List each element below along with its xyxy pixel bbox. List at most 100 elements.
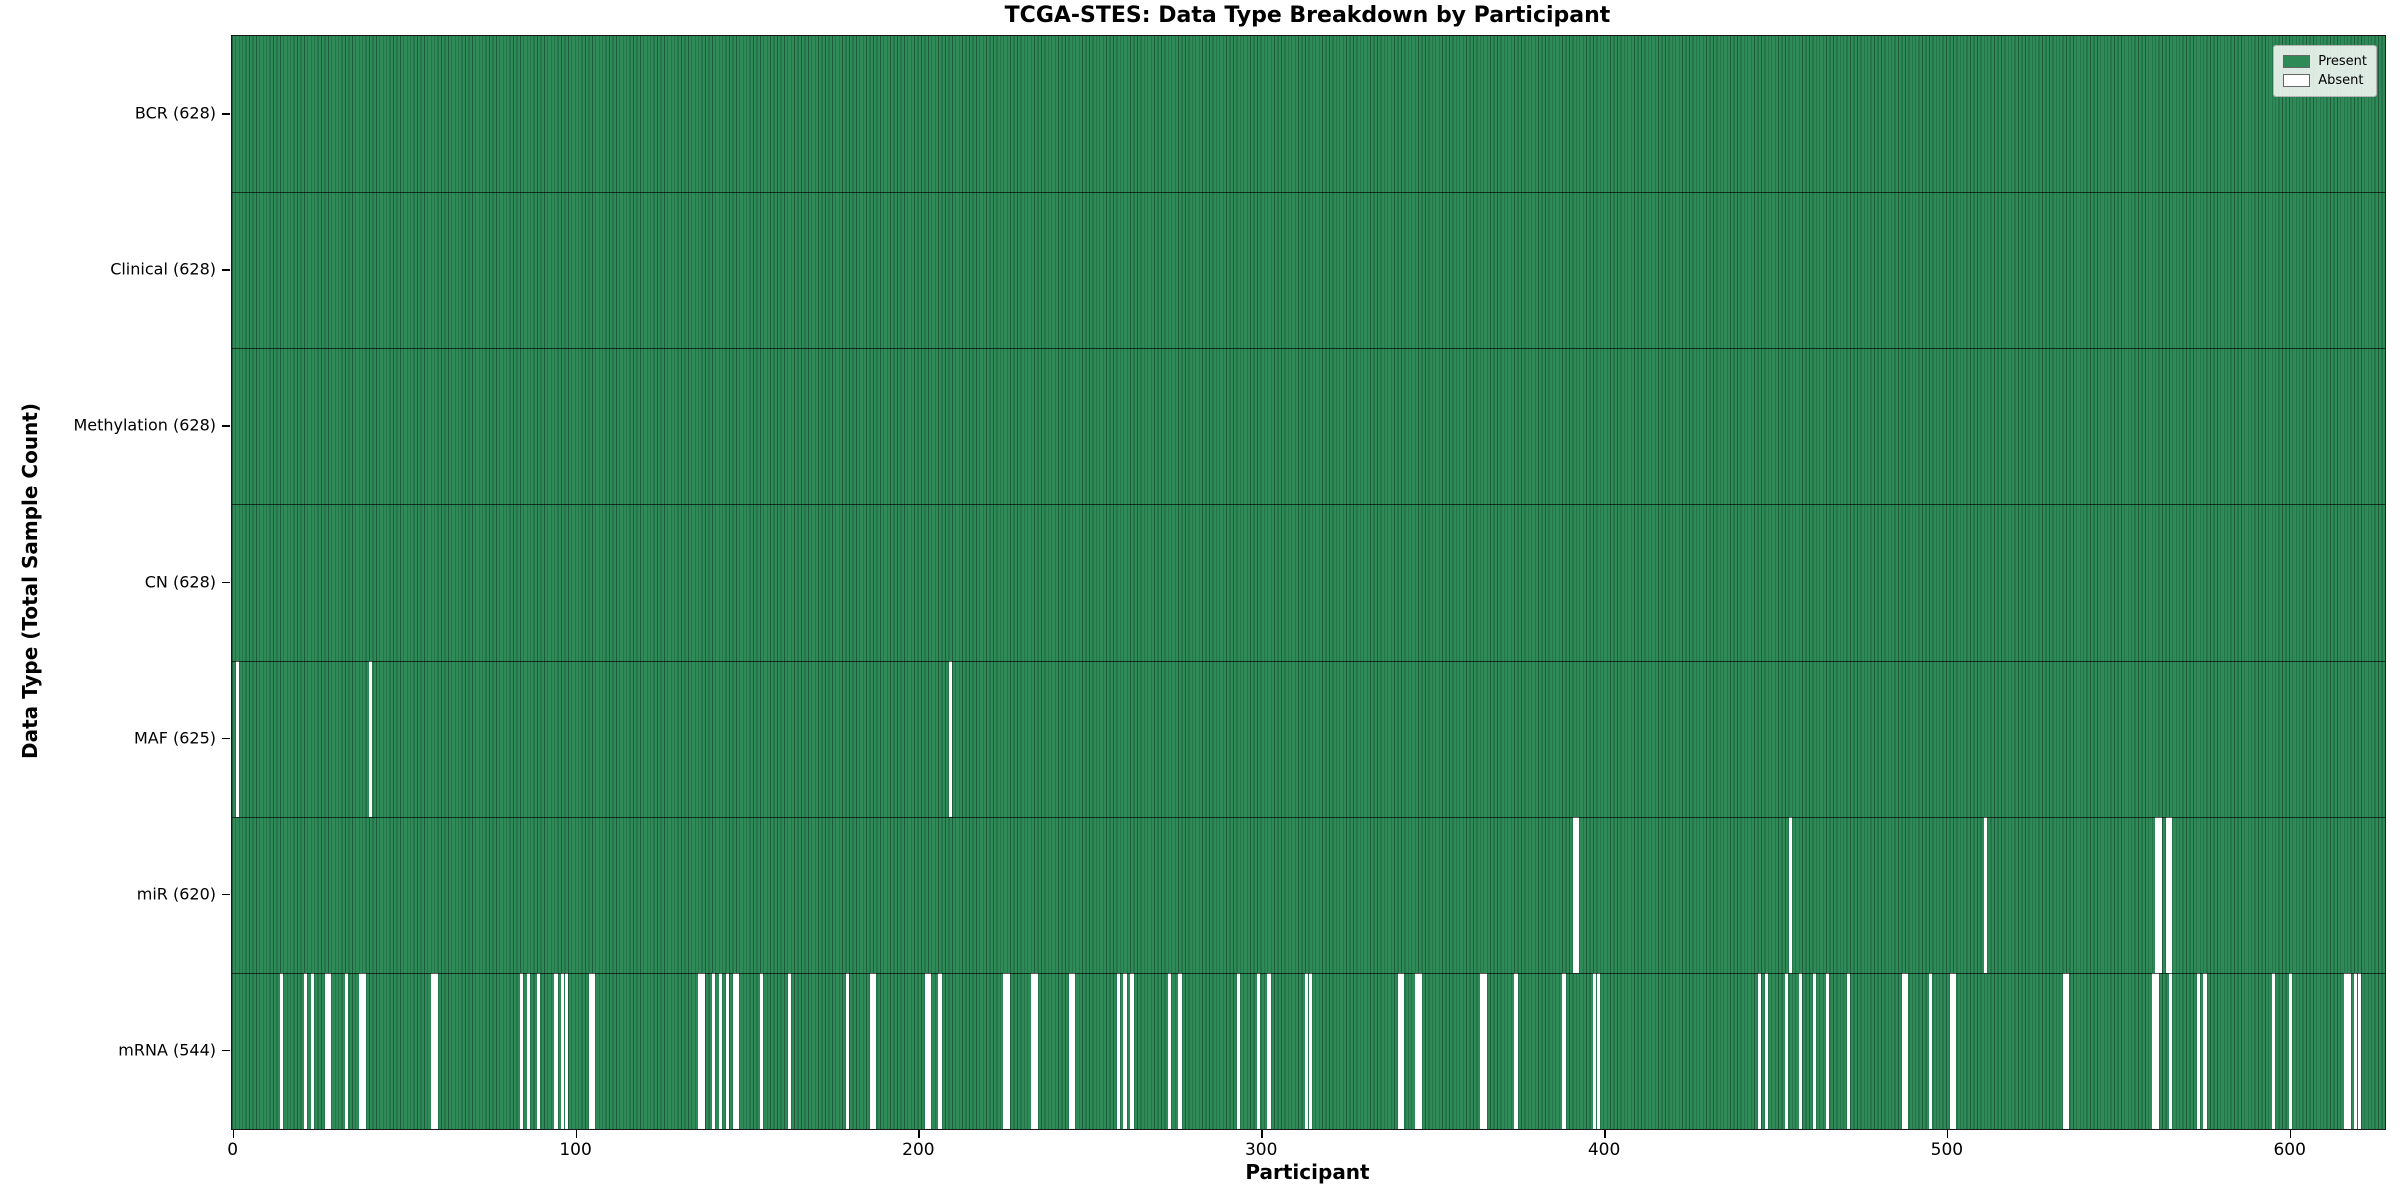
absent-gap — [1003, 972, 1007, 1129]
absent-gap — [2357, 972, 2361, 1129]
absent-gap — [1414, 972, 1419, 1129]
legend-swatch-present — [2283, 55, 2311, 68]
absent-gap — [2165, 816, 2169, 973]
plot-area: Present Absent — [231, 35, 2386, 1130]
x-tick-label: 200 — [902, 1140, 935, 1160]
absent-gap — [1576, 816, 1580, 973]
row-separator — [232, 348, 2385, 350]
absent-gap — [1953, 972, 1957, 1129]
absent-gap — [1257, 972, 1261, 1129]
absent-gap — [2169, 972, 2173, 1129]
absent-gap — [362, 972, 366, 1129]
chart-title: TCGA-STES: Data Type Breakdown by Partic… — [1004, 3, 1611, 28]
legend-entry-absent: Absent — [2283, 72, 2367, 89]
row-maf — [232, 660, 2385, 817]
absent-gap — [1572, 816, 1576, 973]
row-separator — [232, 504, 2385, 506]
absent-gap — [718, 972, 723, 1129]
absent-gap — [434, 972, 438, 1129]
absent-gap — [1123, 972, 1127, 1129]
absent-gap — [2354, 972, 2358, 1129]
absent-gap — [1757, 972, 1761, 1129]
x-tick-label: 500 — [1930, 1140, 1964, 1160]
row-separator — [232, 972, 2385, 974]
absent-gap — [1305, 972, 1309, 1129]
absent-gap — [1846, 972, 1851, 1129]
x-axis-label: Participant — [1245, 1160, 1370, 1184]
row-clinical — [232, 192, 2385, 349]
y-tick-label: mRNA (544) — [118, 1040, 216, 1060]
absent-gap — [701, 972, 705, 1129]
absent-gap — [2155, 816, 2159, 973]
absent-gap — [1178, 972, 1182, 1129]
absent-gap — [1785, 972, 1789, 1129]
absent-gap — [1116, 972, 1120, 1129]
absent-gap — [2062, 972, 2067, 1129]
absent-gap — [1901, 972, 1905, 1129]
absent-gap — [2203, 972, 2207, 1129]
y-tick — [222, 425, 230, 427]
absent-gap — [235, 660, 239, 817]
absent-gap — [2289, 972, 2293, 1129]
y-tick — [222, 737, 230, 740]
x-tick-label: 600 — [2273, 1140, 2306, 1160]
y-tick-label: Methylation (628) — [73, 415, 216, 435]
x-tick — [1946, 1129, 1949, 1138]
x-tick — [575, 1129, 578, 1138]
absent-gap — [787, 972, 791, 1129]
legend-entry-present: Present — [2283, 53, 2367, 70]
absent-gap — [1480, 972, 1484, 1129]
absent-gap — [2271, 972, 2276, 1129]
y-tick — [222, 1049, 230, 1052]
x-tick-label: 0 — [227, 1140, 239, 1160]
absent-gap — [869, 972, 873, 1129]
x-tick-label: 300 — [1244, 1140, 1278, 1160]
absent-gap — [1788, 816, 1792, 973]
absent-gap — [358, 972, 363, 1129]
x-tick — [2289, 1129, 2292, 1138]
row-mir — [232, 816, 2385, 973]
y-tick-label: CN (628) — [144, 572, 216, 591]
absent-gap — [1949, 972, 1953, 1129]
absent-gap — [873, 972, 877, 1129]
row-mrna — [232, 972, 2385, 1129]
absent-gap — [1596, 972, 1600, 1129]
absent-gap — [1168, 972, 1172, 1129]
absent-gap — [1308, 972, 1312, 1129]
row-separator — [232, 192, 2385, 194]
absent-gap — [561, 972, 565, 1129]
absent-gap — [1030, 972, 1035, 1129]
absent-gap — [1068, 972, 1072, 1129]
absent-gap — [2151, 972, 2156, 1129]
absent-gap — [725, 972, 729, 1129]
absent-gap — [430, 972, 435, 1129]
absent-gap — [2196, 972, 2200, 1129]
absent-gap — [1826, 972, 1830, 1129]
absent-gap — [1798, 972, 1803, 1129]
row-cn — [232, 504, 2385, 661]
absent-gap — [2066, 972, 2070, 1129]
absent-gap — [2343, 972, 2348, 1129]
absent-gap — [1984, 816, 1988, 973]
legend-label-absent: Absent — [2318, 73, 2364, 88]
absent-gap — [328, 972, 332, 1129]
absent-gap — [1267, 972, 1271, 1129]
absent-gap — [369, 660, 373, 817]
y-tick-label: MAF (625) — [133, 728, 216, 748]
absent-gap — [554, 972, 558, 1129]
absent-gap — [1401, 972, 1405, 1129]
absent-gap — [698, 972, 702, 1129]
absent-gap — [732, 972, 736, 1129]
x-tick-label: 400 — [1587, 1140, 1621, 1160]
absent-gap — [588, 972, 592, 1129]
row-methylation — [232, 348, 2385, 505]
x-tick — [918, 1129, 920, 1138]
absent-gap — [1764, 972, 1768, 1129]
y-tick — [222, 113, 230, 115]
row-bcr — [232, 36, 2385, 193]
absent-gap — [845, 972, 849, 1129]
absent-gap — [924, 972, 928, 1129]
absent-gap — [1483, 972, 1487, 1129]
absent-gap — [280, 972, 284, 1129]
